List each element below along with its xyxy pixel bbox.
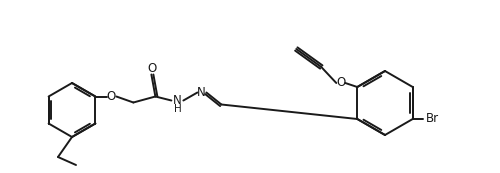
Text: H: H	[174, 104, 182, 115]
Text: O: O	[148, 62, 157, 75]
Text: Br: Br	[426, 112, 440, 125]
Text: N: N	[173, 94, 182, 107]
Text: O: O	[336, 76, 346, 89]
Text: N: N	[197, 86, 206, 99]
Text: O: O	[107, 90, 116, 103]
